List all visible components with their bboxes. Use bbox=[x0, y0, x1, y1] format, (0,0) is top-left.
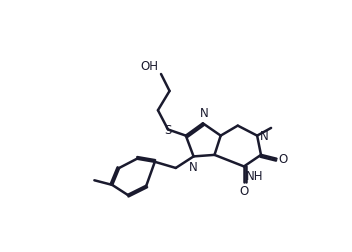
Text: N: N bbox=[200, 107, 209, 120]
Text: N: N bbox=[259, 130, 268, 143]
Text: N: N bbox=[189, 161, 198, 174]
Text: O: O bbox=[239, 184, 249, 197]
Text: NH: NH bbox=[245, 169, 263, 182]
Text: OH: OH bbox=[141, 60, 159, 73]
Text: O: O bbox=[278, 153, 287, 166]
Text: S: S bbox=[164, 123, 172, 136]
